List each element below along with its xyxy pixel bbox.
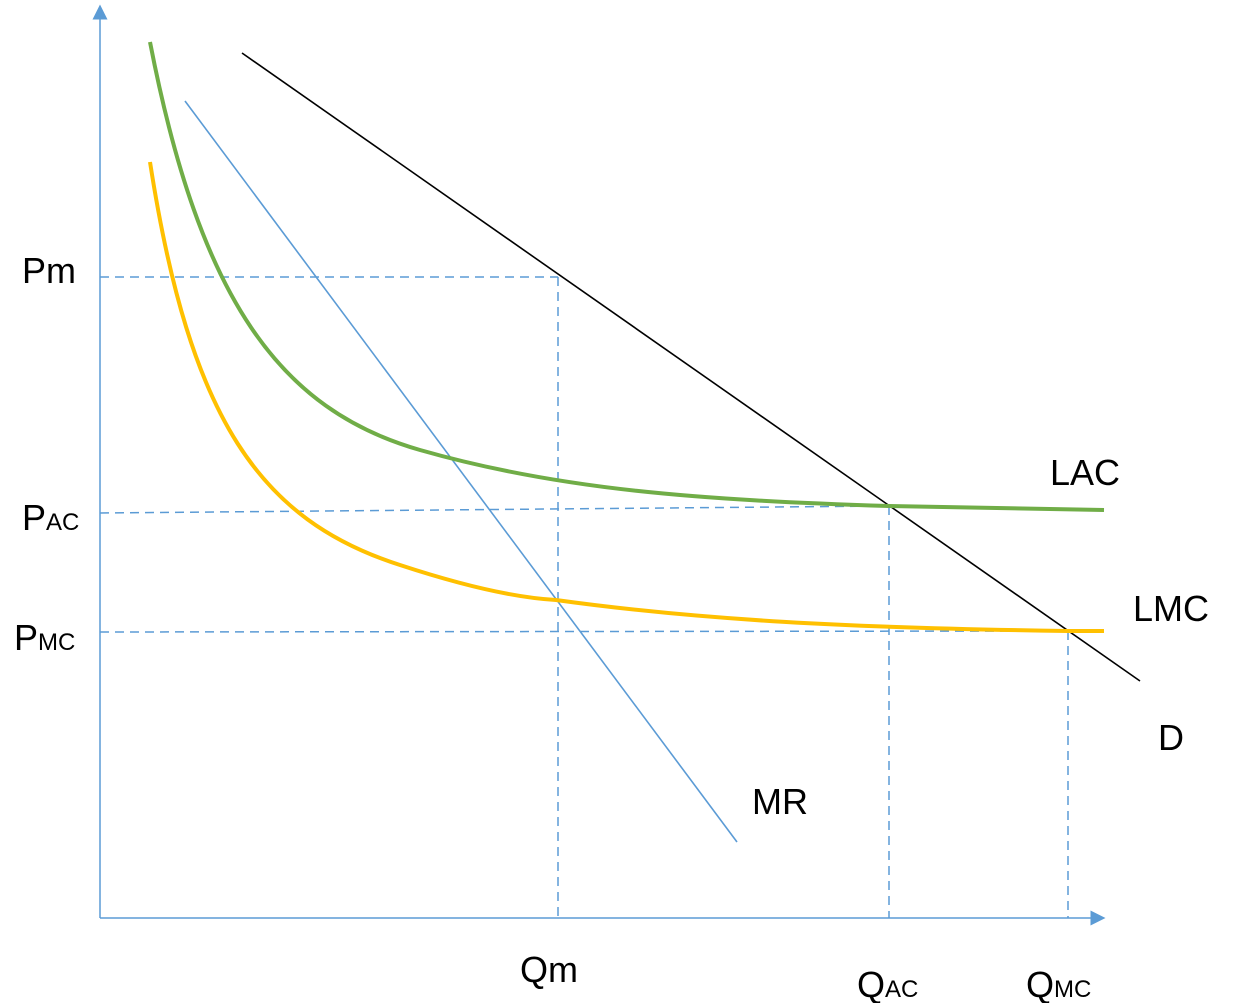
- mr-label: MR: [752, 781, 808, 822]
- long-run-average-cost-curve: [148, 41, 1105, 512]
- y-label-pac: PAC: [22, 497, 79, 538]
- x-label-qac: QAC: [857, 964, 918, 1003]
- long-run-marginal-cost-curve: [148, 161, 1104, 633]
- demand-label: D: [1158, 717, 1184, 758]
- y-label-pm: Pm: [22, 250, 76, 291]
- x-label-qm: Qm: [520, 949, 578, 990]
- lmc-label: LMC: [1133, 588, 1209, 629]
- marginal-revenue-curve: [184, 100, 738, 843]
- lac-label: LAC: [1050, 452, 1120, 493]
- pmc-guide-horizontal: [99, 630, 1069, 633]
- demand-curve: [241, 52, 1141, 682]
- pac-guide-horizontal: [99, 505, 890, 514]
- y-label-pmc: PMC: [14, 617, 75, 658]
- x-label-qmc: QMC: [1026, 964, 1091, 1003]
